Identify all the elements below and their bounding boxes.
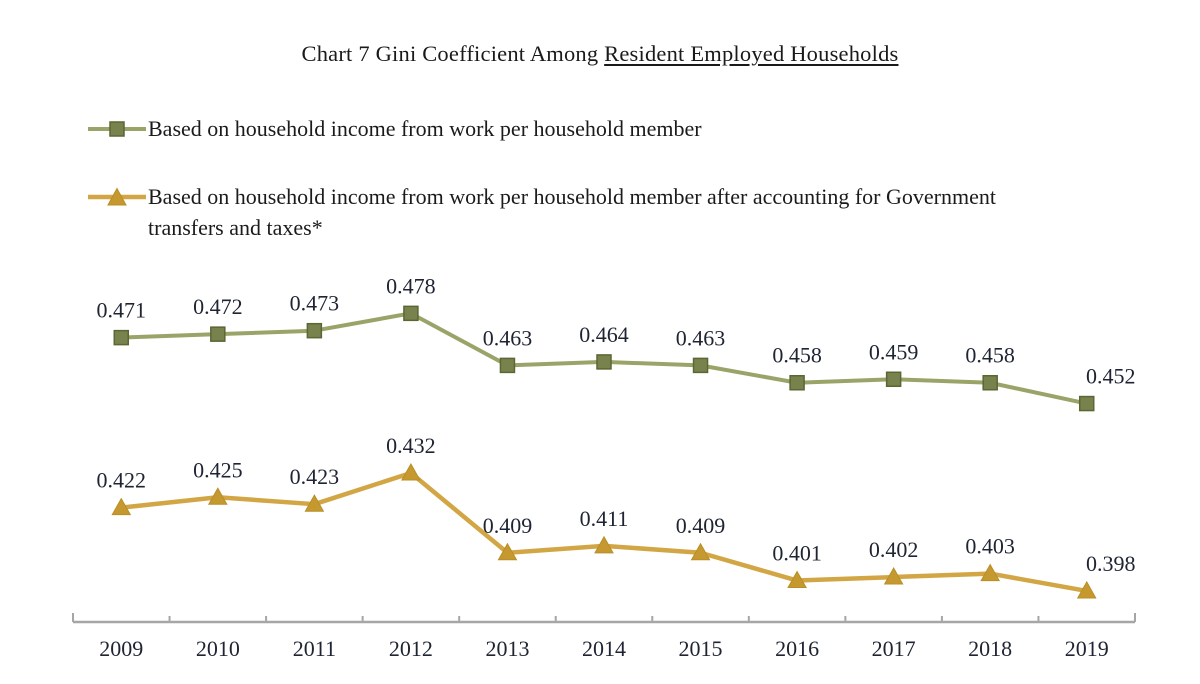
chart-title-prefix: Chart 7 Gini Coefficient Among <box>301 41 599 66</box>
data-point-marker <box>885 371 902 388</box>
legend-item-income-from-work: Based on household income from work per … <box>88 116 702 142</box>
x-axis-label: 2017 <box>872 636 916 661</box>
data-point-marker <box>1078 395 1095 412</box>
data-point-label: 0.459 <box>869 339 919 364</box>
data-point-label: 0.422 <box>97 468 147 493</box>
data-point-label: 0.398 <box>1086 551 1136 576</box>
data-point-label: 0.452 <box>1086 364 1136 389</box>
data-point-label: 0.432 <box>386 433 436 458</box>
x-axis-label: 2011 <box>293 636 336 661</box>
data-point-label: 0.473 <box>290 291 340 316</box>
legend-label-after-transfers-taxes: Based on household income from work per … <box>148 181 996 243</box>
data-point-marker <box>883 567 904 585</box>
data-point-label: 0.402 <box>869 537 919 562</box>
x-axis-label: 2014 <box>582 636 626 661</box>
data-point-label: 0.458 <box>772 343 822 368</box>
x-axis-label: 2016 <box>775 636 819 661</box>
data-point-label: 0.423 <box>290 464 340 489</box>
data-point-label: 0.403 <box>965 534 1015 559</box>
data-point-label: 0.478 <box>386 273 436 298</box>
legend-label-line: Based on household income from work per … <box>148 184 996 209</box>
legend-label-line: Based on household income from work per … <box>148 116 702 141</box>
data-point-marker <box>787 570 807 589</box>
data-point-marker <box>403 305 419 322</box>
data-point-label: 0.401 <box>772 541 822 566</box>
data-point-marker <box>401 462 421 481</box>
legend-label-income-from-work: Based on household income from work per … <box>148 116 702 142</box>
data-point-marker <box>111 497 132 516</box>
legend-marker-triangle <box>88 187 146 206</box>
series-line-2 <box>121 470 1088 594</box>
data-point-label: 0.463 <box>483 325 533 350</box>
data-point-marker <box>1076 580 1097 599</box>
data-point-marker <box>594 535 614 554</box>
data-point-marker <box>499 357 516 374</box>
data-point-marker <box>113 329 130 346</box>
x-axis-label: 2013 <box>485 636 529 661</box>
x-axis-label: 2015 <box>679 636 723 661</box>
data-point-label: 0.458 <box>965 343 1015 368</box>
data-point-marker <box>210 326 226 342</box>
x-axis-label: 2012 <box>389 636 433 661</box>
data-point-marker <box>497 542 518 561</box>
data-point-marker <box>789 374 805 391</box>
data-point-label: 0.463 <box>676 325 726 350</box>
x-axis-label: 2018 <box>968 636 1012 661</box>
chart-title: Chart 7 Gini Coefficient Among Resident … <box>0 41 1200 67</box>
data-point-label: 0.409 <box>676 513 726 538</box>
x-axis-label: 2019 <box>1065 636 1109 661</box>
legend-label-line: transfers and taxes* <box>148 215 323 240</box>
data-point-label: 0.409 <box>483 513 533 538</box>
data-point-marker <box>306 322 323 339</box>
square-marker-icon <box>109 121 125 137</box>
data-point-label: 0.425 <box>193 457 243 482</box>
data-point-marker <box>596 354 612 370</box>
data-point-marker <box>690 542 711 561</box>
data-point-label: 0.464 <box>579 322 629 347</box>
data-point-label: 0.472 <box>193 294 243 319</box>
x-axis-label: 2009 <box>99 636 143 661</box>
x-axis-label: 2010 <box>196 636 240 661</box>
legend-item-after-transfers-taxes: Based on household income from work per … <box>88 181 996 243</box>
data-point-marker <box>692 357 709 374</box>
data-point-marker <box>304 494 325 512</box>
data-point-label: 0.411 <box>580 506 629 531</box>
chart-title-underlined: Resident Employed Households <box>604 41 899 66</box>
data-point-marker <box>207 487 228 505</box>
data-point-marker <box>982 374 998 391</box>
data-point-marker <box>980 563 1001 582</box>
legend-marker-square <box>88 121 146 137</box>
data-point-label: 0.471 <box>97 298 147 323</box>
triangle-marker-icon <box>107 187 127 206</box>
